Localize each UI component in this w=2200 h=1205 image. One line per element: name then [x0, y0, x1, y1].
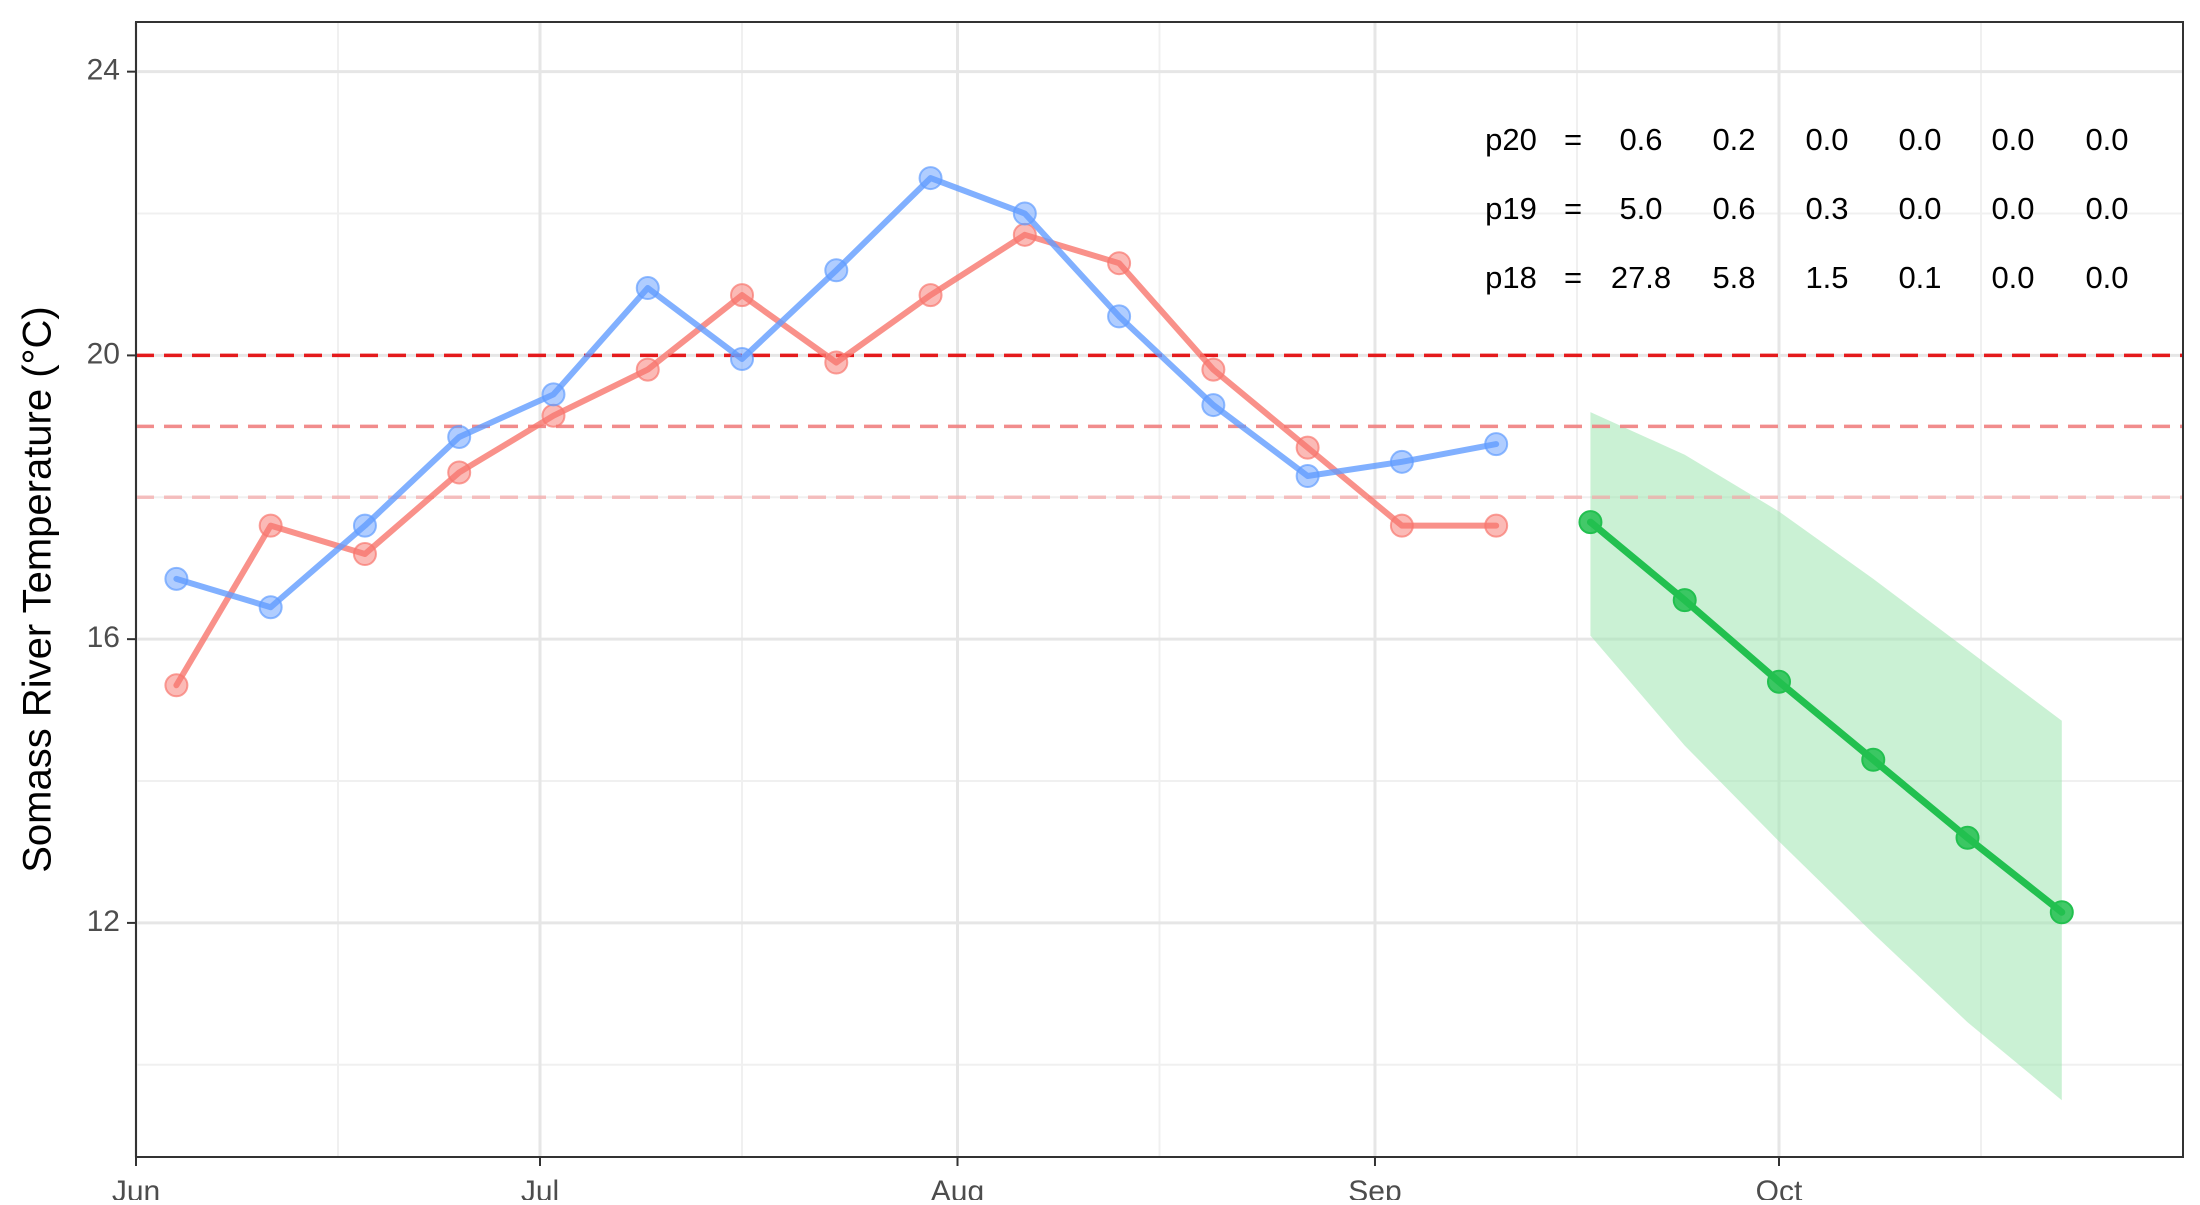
prob-row-label: p20: [1485, 122, 1537, 157]
series-line-3: [1586, 518, 2066, 916]
data-point-series-2: [1012, 201, 1037, 226]
data-point-series-1: [1012, 222, 1037, 247]
data-point-series-2: [730, 346, 755, 371]
data-point-series-1: [1107, 251, 1132, 276]
data-point-series-2: [918, 166, 943, 191]
prob-value: 0.1: [1898, 260, 1941, 295]
data-point-series-1: [447, 460, 472, 485]
prob-value: 5.8: [1712, 260, 1755, 295]
prob-value: 0.0: [2085, 260, 2128, 295]
data-point-series-2: [447, 424, 472, 449]
y-tick-label: 20: [87, 337, 120, 370]
forecast-confidence-band: [1590, 412, 2062, 1101]
data-point-series-2: [635, 276, 660, 301]
prob-row-equals: =: [1564, 191, 1582, 226]
data-point-series-2: [258, 595, 283, 620]
y-tick-label: 12: [87, 905, 120, 938]
data-point-series-1: [730, 283, 755, 308]
data-point-series-2: [1107, 304, 1132, 329]
x-tick-label: Jul: [521, 1175, 559, 1200]
prob-value: 0.6: [1712, 191, 1755, 226]
x-tick-label: Jun: [112, 1175, 160, 1200]
prob-value: 0.6: [1619, 122, 1662, 157]
prob-value: 0.0: [1898, 122, 1941, 157]
prob-value: 0.0: [1898, 191, 1941, 226]
data-point-series-2: [1484, 432, 1509, 457]
data-point-series-1: [1295, 435, 1320, 460]
data-point-series-1: [1201, 357, 1226, 382]
prob-value: 0.0: [2085, 122, 2128, 157]
probability-table: p20 = 0.6 0.2 0.0 0.0 0.0 0.0 p19 = 5.0 0.6 0.3 0.0 0.…: [1485, 122, 2128, 295]
prob-row-equals: =: [1564, 122, 1582, 157]
data-point-series-3: [2049, 900, 2074, 925]
data-point-series-1: [541, 403, 566, 428]
prob-value: 0.0: [1991, 122, 2034, 157]
data-point-series-3: [1955, 825, 1980, 850]
prob-value: 27.8: [1611, 260, 1671, 295]
y-axis-title: Somass River Temperature (°C): [16, 306, 60, 873]
data-point-series-1: [635, 357, 660, 382]
data-point-series-2: [164, 566, 189, 591]
forecast-band-layer: [1590, 412, 2062, 1101]
prob-row-equals: =: [1564, 260, 1582, 295]
x-tick-label: Aug: [931, 1175, 984, 1200]
data-point-series-2: [541, 382, 566, 407]
data-point-series-2: [824, 258, 849, 283]
prob-value: 0.2: [1712, 122, 1755, 157]
data-point-series-1: [258, 513, 283, 538]
data-point-series-2: [1201, 393, 1226, 418]
prob-value: 0.0: [1805, 122, 1848, 157]
prob-value: 0.0: [1991, 260, 2034, 295]
data-point-series-1: [352, 542, 377, 567]
series-layer: [164, 166, 2074, 925]
data-point-series-1: [1389, 513, 1414, 538]
data-point-series-1: [1484, 513, 1509, 538]
data-point-series-1: [824, 350, 849, 375]
prob-value: 0.0: [2085, 191, 2128, 226]
x-tick-label: Sep: [1348, 1175, 1401, 1200]
panel-border: [135, 21, 2184, 1158]
data-point-series-1: [164, 673, 189, 698]
data-point-series-1: [918, 283, 943, 308]
data-point-series-2: [1295, 464, 1320, 488]
prob-row-label: p19: [1485, 191, 1537, 226]
prob-value: 0.0: [1991, 191, 2034, 226]
prob-value: 5.0: [1619, 191, 1662, 226]
data-point-series-3: [1672, 588, 1697, 613]
prob-value: 1.5: [1805, 260, 1848, 295]
data-point-series-3: [1861, 747, 1886, 772]
data-point-series-2: [1389, 449, 1414, 474]
data-point-series-3: [1578, 510, 1603, 535]
prob-value: 0.3: [1805, 191, 1848, 226]
y-tick-label: 24: [87, 54, 120, 87]
y-tick-label: 16: [87, 621, 120, 654]
data-point-series-3: [1766, 669, 1791, 694]
data-point-series-2: [352, 513, 377, 538]
x-tick-label: Oct: [1756, 1175, 1803, 1200]
prob-row-label: p18: [1485, 260, 1537, 295]
